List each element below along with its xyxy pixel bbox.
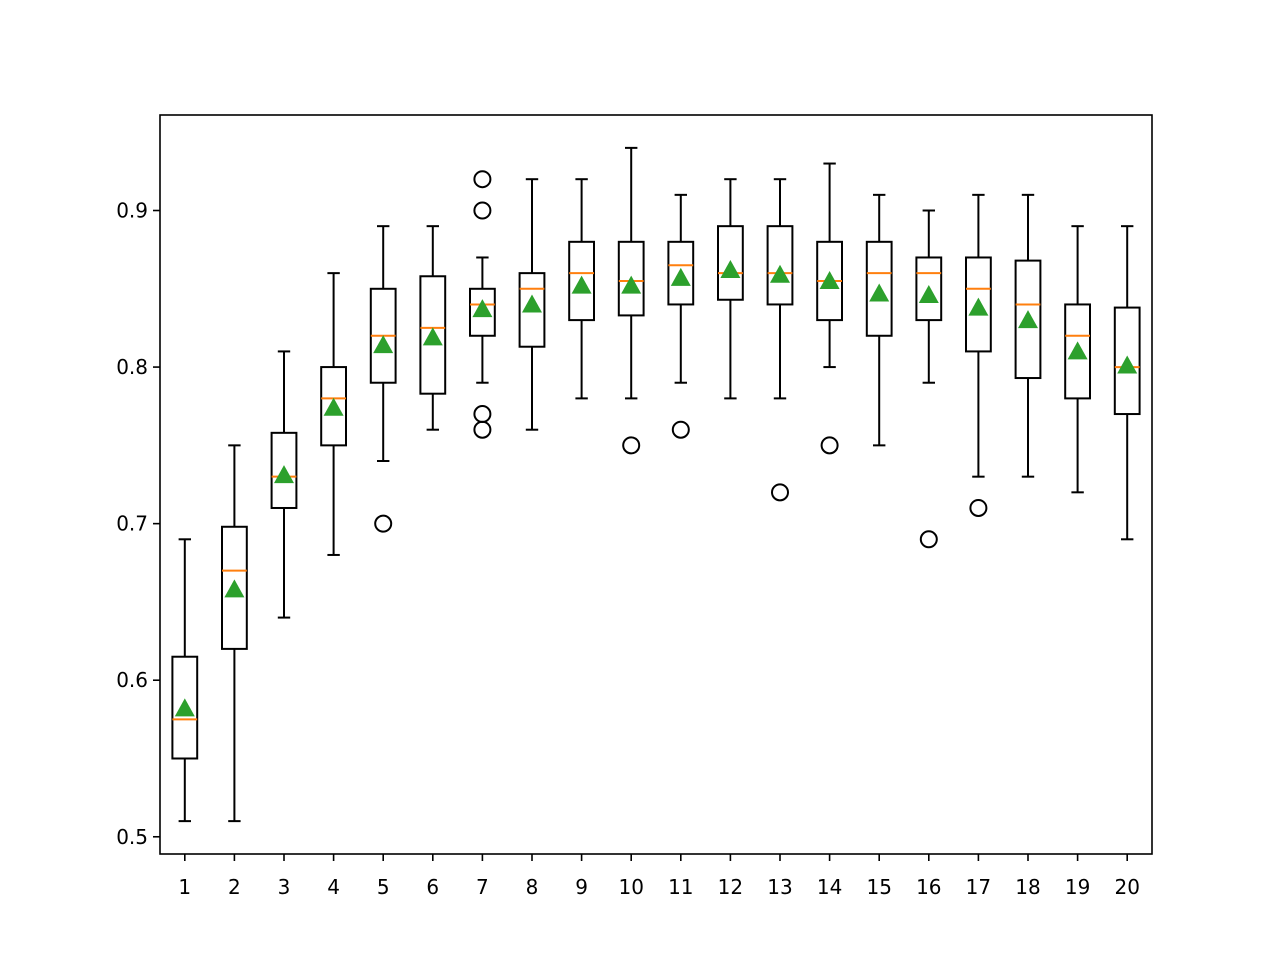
box <box>518 272 546 348</box>
box <box>221 525 248 650</box>
mean-marker <box>1067 341 1088 360</box>
x-tick-label: 15 <box>866 875 891 899</box>
plot-frame <box>159 114 1153 855</box>
mean-marker <box>968 297 989 316</box>
y-tick-label: 0.7 <box>116 512 148 536</box>
y-tick-label: 0.5 <box>116 825 148 849</box>
box <box>865 240 893 337</box>
x-tick-label: 6 <box>426 875 439 899</box>
mean-marker <box>373 335 394 354</box>
box-group-18 <box>1014 193 1042 478</box>
mean-marker <box>422 327 443 346</box>
mean-marker <box>224 579 245 598</box>
x-tick-label: 12 <box>718 875 743 899</box>
outlier-point <box>473 170 492 189</box>
box <box>419 275 447 395</box>
box <box>469 287 496 337</box>
x-tick-label: 2 <box>228 875 241 899</box>
mean-marker <box>323 397 344 416</box>
outlier-point <box>374 514 393 533</box>
mean-marker <box>571 275 592 294</box>
box-group-16 <box>915 209 943 549</box>
mean-marker <box>720 260 741 279</box>
x-tick-label: 4 <box>327 875 340 899</box>
plot-marks <box>171 146 1141 823</box>
x-tick-label: 18 <box>1015 875 1040 899</box>
box-group-5 <box>369 225 397 533</box>
box <box>171 655 199 760</box>
box-group-3 <box>270 350 298 619</box>
box <box>568 240 596 322</box>
box-group-14 <box>816 162 844 455</box>
x-tick-label: 19 <box>1065 875 1090 899</box>
x-axis: 1 2 3 4 5 6 7 8 9 10 11 12 13 14 15 16 17 18 19 20 <box>178 854 1140 899</box>
x-tick-label: 1 <box>178 875 191 899</box>
box <box>667 240 695 306</box>
x-tick-label: 16 <box>916 875 941 899</box>
outlier-point <box>820 436 839 455</box>
x-tick-label: 13 <box>767 875 792 899</box>
box <box>320 366 348 447</box>
box <box>717 225 744 301</box>
y-axis: 0.5 0.6 0.7 0.8 0.9 <box>116 199 160 849</box>
box-group-12 <box>717 178 744 400</box>
mean-marker <box>274 465 294 484</box>
box <box>270 431 298 509</box>
box-group-17 <box>965 193 992 517</box>
mean-marker <box>621 275 642 294</box>
box <box>1064 303 1091 400</box>
box-group-20 <box>1113 225 1141 541</box>
outlier-point <box>671 420 690 439</box>
box-group-9 <box>568 178 596 400</box>
y-tick-label: 0.9 <box>116 199 148 223</box>
outlier-point <box>969 498 988 517</box>
outlier-point <box>473 420 492 439</box>
box <box>766 225 794 306</box>
outlier-point <box>771 483 789 502</box>
mean-marker <box>869 283 890 302</box>
y-tick-label: 0.6 <box>116 668 148 692</box>
box <box>965 256 992 353</box>
mean-marker <box>174 698 195 717</box>
box <box>1113 306 1141 416</box>
box-group-8 <box>518 178 546 431</box>
x-tick-label: 17 <box>966 875 991 899</box>
outlier-point <box>622 436 641 455</box>
x-tick-label: 3 <box>278 875 291 899</box>
x-tick-label: 9 <box>575 875 588 899</box>
mean-marker <box>918 285 939 304</box>
box-group-4 <box>320 272 348 556</box>
box <box>1014 259 1042 380</box>
y-tick-label: 0.8 <box>116 355 148 379</box>
box-group-11 <box>667 193 695 439</box>
mean-marker <box>472 299 493 318</box>
x-tick-label: 7 <box>476 875 489 899</box>
mean-marker <box>770 264 790 283</box>
x-tick-label: 14 <box>817 875 842 899</box>
mean-marker <box>1117 355 1138 374</box>
x-tick-label: 11 <box>668 875 693 899</box>
outlier-point <box>919 530 938 549</box>
box-group-7 <box>469 170 496 439</box>
box-group-15 <box>865 193 893 447</box>
mean-marker <box>1018 310 1038 329</box>
mean-marker <box>670 267 691 286</box>
box <box>617 240 645 317</box>
box-group-13 <box>766 178 794 502</box>
mean-marker <box>819 270 840 289</box>
box-group-10 <box>617 146 645 455</box>
box <box>915 256 943 322</box>
x-tick-label: 20 <box>1114 875 1139 899</box>
x-tick-label: 8 <box>526 875 539 899</box>
outlier-point <box>473 201 492 220</box>
x-tick-label: 5 <box>377 875 390 899</box>
box-group-2 <box>221 444 248 823</box>
mean-marker <box>522 294 542 313</box>
x-tick-label: 10 <box>618 875 643 899</box>
box-group-1 <box>171 538 199 823</box>
box-group-19 <box>1064 225 1091 494</box>
box-group-6 <box>419 225 447 431</box>
